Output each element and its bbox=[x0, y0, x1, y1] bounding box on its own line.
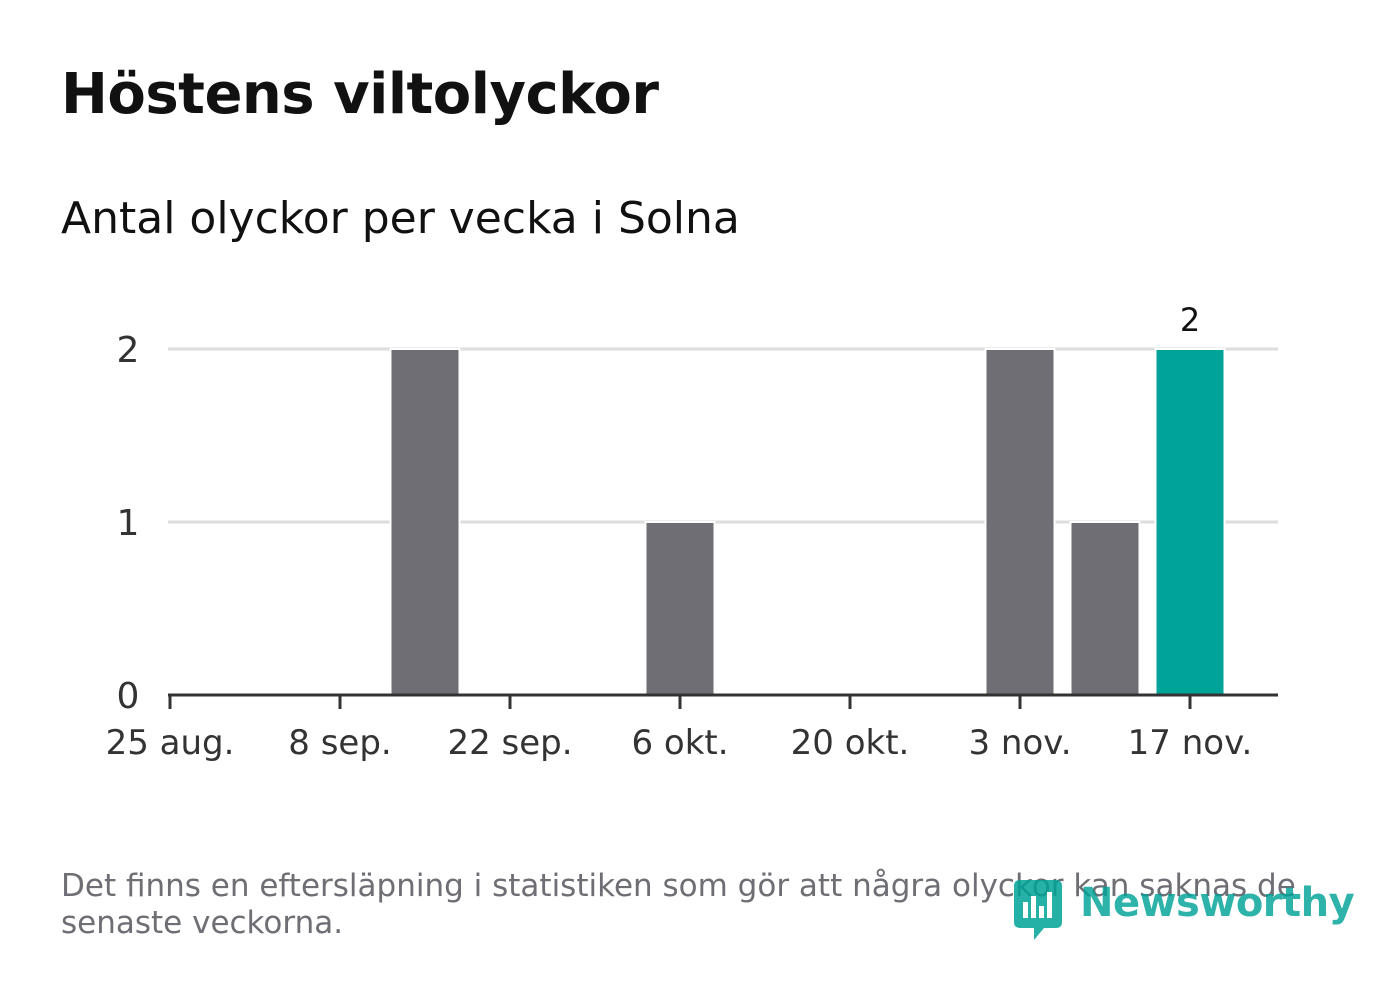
x-tick-label: 17 nov. bbox=[1128, 723, 1253, 763]
x-tick-label: 22 sep. bbox=[447, 723, 572, 763]
bars bbox=[389, 348, 1226, 696]
newsworthy-logo-text: Newsworthy bbox=[1080, 880, 1355, 926]
newsworthy-logo: Newsworthy bbox=[1010, 878, 1355, 948]
grid-lines bbox=[168, 347, 1278, 524]
bar-10-nov bbox=[1069, 521, 1141, 696]
x-tick-label: 8 sep. bbox=[288, 723, 391, 763]
chart-subtitle: Antal olyckor per vecka i Solna bbox=[61, 193, 740, 244]
labels: 0 1 2 25 aug. 8 sep. 22 sep. 6 okt. 20 okt. 3 no… bbox=[106, 301, 1253, 763]
x-tick-label: 3 nov. bbox=[968, 723, 1071, 763]
x-tick-label: 6 okt. bbox=[631, 723, 728, 763]
x-tick-label: 25 aug. bbox=[106, 723, 235, 763]
bar-17-nov bbox=[1154, 348, 1226, 696]
bar-15-sep bbox=[389, 348, 461, 696]
y-tick-label: 1 bbox=[117, 503, 140, 544]
bar-3-nov bbox=[984, 348, 1056, 696]
bar-chart: 0 1 2 25 aug. 8 sep. 22 sep. 6 okt. 20 okt. 3 no… bbox=[106, 301, 1278, 763]
bar-6-okt bbox=[644, 521, 716, 696]
footnote: Det finns en eftersläpning i statistiken… bbox=[61, 868, 1296, 941]
y-tick-label: 2 bbox=[117, 330, 140, 371]
x-axis bbox=[168, 693, 1278, 709]
y-tick-label: 0 bbox=[117, 676, 140, 717]
newsworthy-logo-icon bbox=[1014, 880, 1062, 940]
x-tick-label: 20 okt. bbox=[791, 723, 910, 763]
data-label: 2 bbox=[1180, 301, 1200, 339]
chart-title: Höstens viltolyckor bbox=[61, 62, 659, 127]
